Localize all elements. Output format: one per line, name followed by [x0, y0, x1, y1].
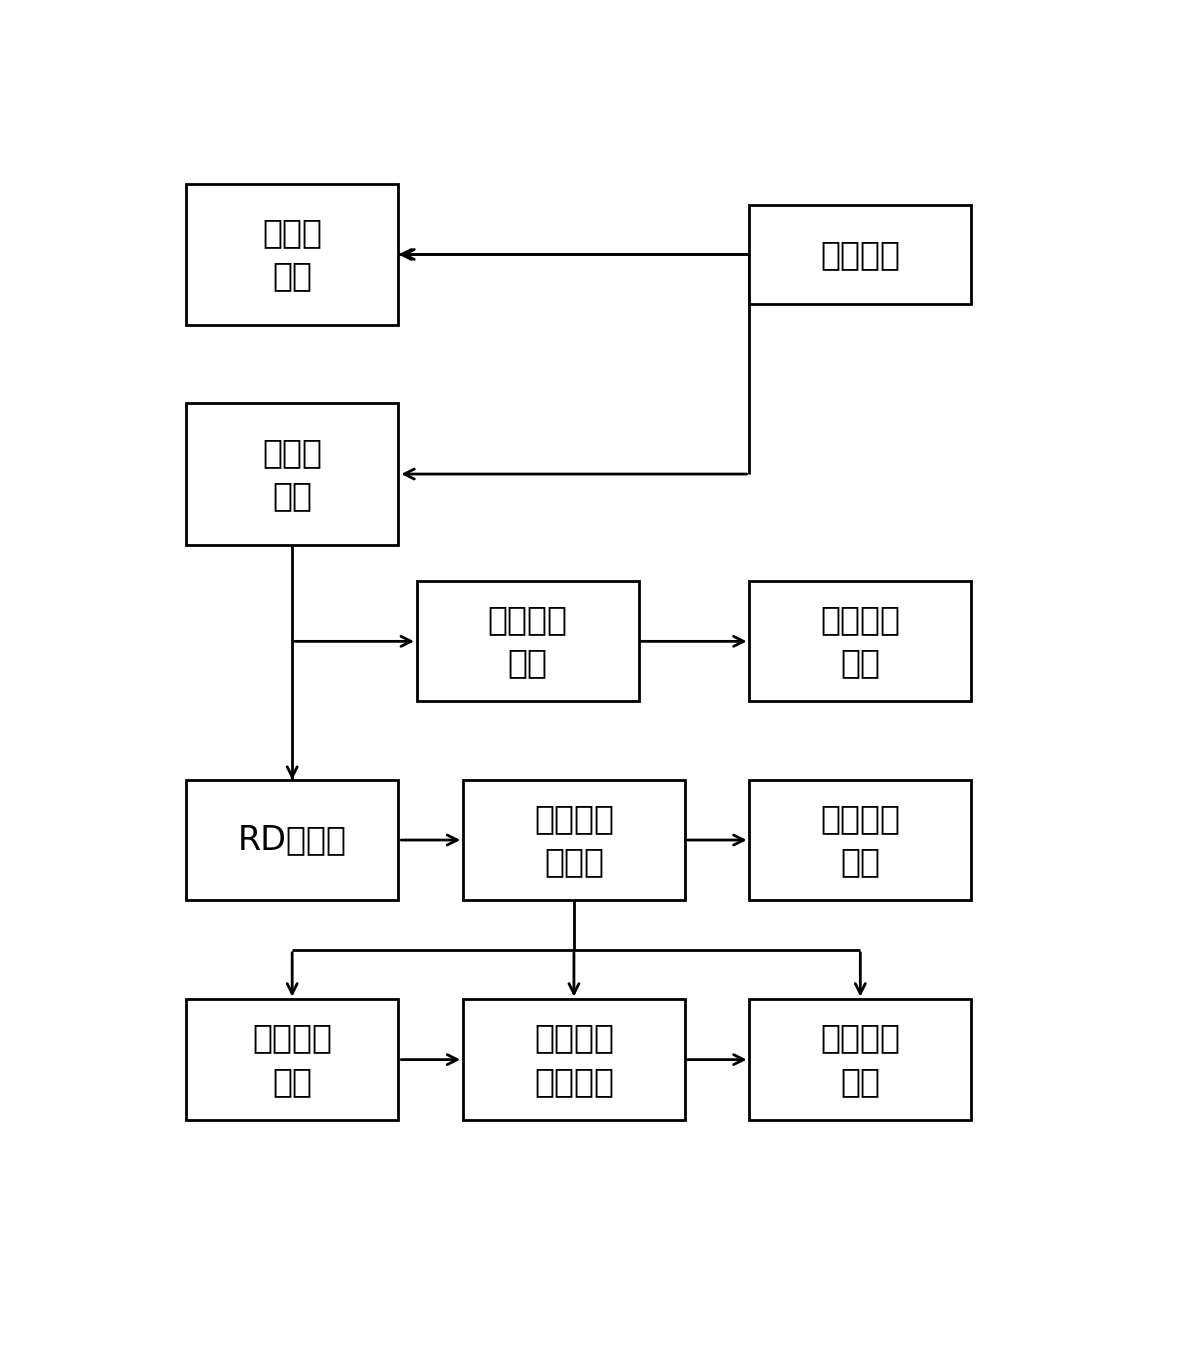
Text: 电子浓度
估计: 电子浓度 估计	[253, 1021, 333, 1097]
Text: 电离层探
测系统: 电离层探 测系统	[534, 801, 614, 879]
Bar	[462, 999, 684, 1120]
Text: 信号处理
系统: 信号处理 系统	[488, 603, 567, 679]
Bar	[750, 779, 971, 900]
Text: RD谱处理: RD谱处理	[237, 823, 347, 857]
Bar	[186, 999, 398, 1120]
Text: 等离子体
频率估计: 等离子体 频率估计	[534, 1021, 614, 1097]
Bar	[750, 999, 971, 1120]
Bar	[750, 205, 971, 304]
Text: 终端显示
系统: 终端显示 系统	[820, 603, 900, 679]
Text: 观测显示
系统: 观测显示 系统	[820, 801, 900, 879]
Text: 激励信号: 激励信号	[820, 238, 900, 272]
Bar	[750, 581, 971, 702]
Bar	[462, 779, 684, 900]
Text: 发射机
系统: 发射机 系统	[262, 216, 322, 293]
Bar	[186, 403, 398, 545]
Text: 漂移速度
估计: 漂移速度 估计	[820, 1021, 900, 1097]
Bar	[417, 581, 639, 702]
Bar	[186, 779, 398, 900]
Text: 接收机
系统: 接收机 系统	[262, 436, 322, 512]
Bar	[186, 183, 398, 325]
